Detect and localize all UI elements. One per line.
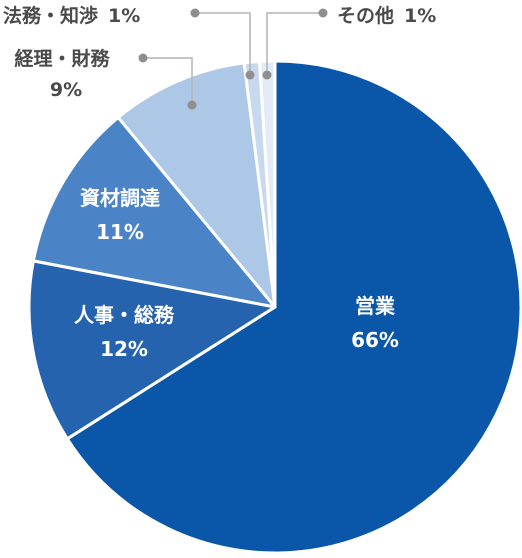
- pie-slice-3: [116, 61, 277, 309]
- pie-slice-0: [65, 59, 522, 555]
- pie-slices: [27, 59, 522, 555]
- slice-value-0: 66%: [351, 328, 399, 352]
- pie-slice-2: [31, 115, 277, 309]
- slice-label-5: その他 1%: [337, 4, 436, 27]
- pie-labels: 営業 66% 人事・総務 12% 資材調達 11% 経理・財務 9% 法務・知渉 1% その他 1%: [3, 4, 436, 361]
- callout-end-dot-3: [187, 100, 197, 110]
- slice-value-5: 1%: [404, 5, 436, 27]
- slice-label-1: 人事・総務: [74, 303, 175, 327]
- slice-value-4: 1%: [108, 5, 140, 27]
- slice-value-1: 12%: [100, 337, 148, 361]
- callout-line-3: [143, 57, 193, 105]
- callout-dot-5: [318, 8, 328, 18]
- callout-dot-3: [138, 53, 148, 63]
- slice-label-0: 営業: [355, 294, 396, 318]
- callout-end-dot-4: [245, 70, 255, 80]
- callout-end-dot-5: [262, 70, 272, 80]
- callout-line-4: [195, 12, 251, 75]
- slice-label-3: 経理・財務: [14, 47, 110, 70]
- callout-dot-4: [190, 8, 200, 18]
- pie-slice-1: [27, 259, 277, 441]
- slice-label-4: 法務・知渉 1%: [3, 4, 140, 27]
- pie-callouts: [138, 8, 328, 110]
- slice-value-3: 9%: [50, 79, 82, 101]
- slice-value-2: 11%: [96, 220, 144, 244]
- callout-line-5: [266, 12, 323, 75]
- slice-label-2: 資材調達: [80, 186, 160, 210]
